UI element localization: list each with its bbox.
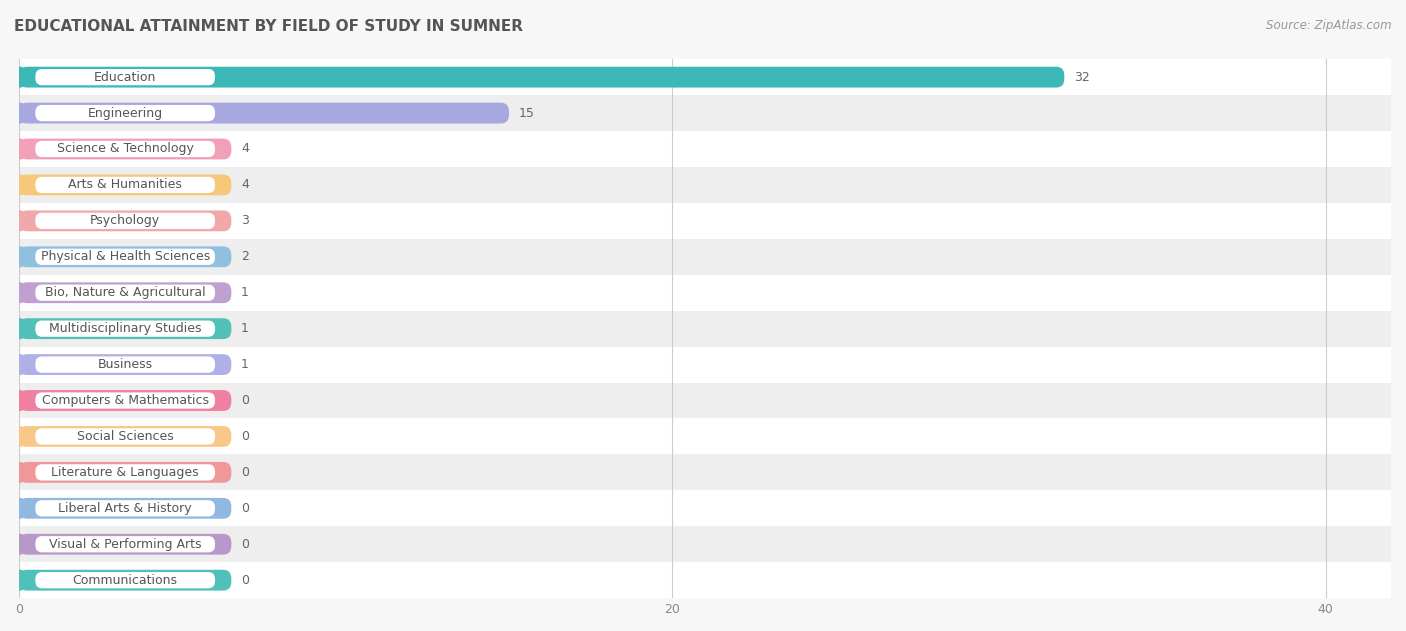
Circle shape (10, 319, 28, 339)
Text: 0: 0 (242, 430, 249, 443)
Bar (20, 167, 1391, 203)
Text: Source: ZipAtlas.com: Source: ZipAtlas.com (1267, 19, 1392, 32)
Bar (20, 526, 1391, 562)
Text: Multidisciplinary Studies: Multidisciplinary Studies (49, 322, 201, 335)
Circle shape (10, 463, 28, 482)
Text: 0: 0 (242, 394, 249, 407)
Text: 0: 0 (242, 574, 249, 587)
Circle shape (10, 498, 28, 518)
Text: 0: 0 (242, 502, 249, 515)
Text: 0: 0 (242, 538, 249, 551)
FancyBboxPatch shape (35, 357, 215, 373)
FancyBboxPatch shape (20, 426, 232, 447)
Circle shape (10, 534, 28, 554)
FancyBboxPatch shape (35, 213, 215, 229)
Text: Psychology: Psychology (90, 215, 160, 227)
Text: Physical & Health Sciences: Physical & Health Sciences (41, 251, 209, 263)
FancyBboxPatch shape (35, 69, 215, 85)
Bar (20, 490, 1391, 526)
Text: Education: Education (94, 71, 156, 84)
FancyBboxPatch shape (20, 534, 232, 555)
Bar (20, 418, 1391, 454)
Text: Social Sciences: Social Sciences (77, 430, 173, 443)
FancyBboxPatch shape (20, 246, 232, 267)
FancyBboxPatch shape (35, 500, 215, 516)
Circle shape (10, 247, 28, 267)
Bar (20, 95, 1391, 131)
FancyBboxPatch shape (20, 67, 1064, 88)
Bar (20, 203, 1391, 239)
FancyBboxPatch shape (20, 318, 232, 339)
Text: 1: 1 (242, 358, 249, 371)
Text: 32: 32 (1074, 71, 1090, 84)
Circle shape (10, 139, 28, 159)
Circle shape (10, 103, 28, 123)
Text: 4: 4 (242, 143, 249, 155)
Bar (20, 346, 1391, 382)
FancyBboxPatch shape (35, 141, 215, 157)
Circle shape (10, 570, 28, 590)
Bar (20, 454, 1391, 490)
FancyBboxPatch shape (20, 354, 232, 375)
Bar (20, 239, 1391, 274)
FancyBboxPatch shape (20, 462, 232, 483)
Text: Computers & Mathematics: Computers & Mathematics (42, 394, 208, 407)
Circle shape (10, 68, 28, 87)
Bar (20, 310, 1391, 346)
Circle shape (10, 283, 28, 303)
Text: 1: 1 (242, 322, 249, 335)
Circle shape (10, 391, 28, 410)
Text: Arts & Humanities: Arts & Humanities (69, 179, 183, 191)
FancyBboxPatch shape (35, 572, 215, 588)
Bar (20, 382, 1391, 418)
Bar (20, 274, 1391, 310)
Text: Literature & Languages: Literature & Languages (52, 466, 200, 479)
Text: Science & Technology: Science & Technology (56, 143, 194, 155)
FancyBboxPatch shape (20, 103, 509, 124)
FancyBboxPatch shape (35, 249, 215, 265)
Text: EDUCATIONAL ATTAINMENT BY FIELD OF STUDY IN SUMNER: EDUCATIONAL ATTAINMENT BY FIELD OF STUDY… (14, 19, 523, 34)
Bar (20, 59, 1391, 95)
Bar (20, 562, 1391, 598)
FancyBboxPatch shape (20, 139, 232, 160)
FancyBboxPatch shape (35, 105, 215, 121)
Text: 2: 2 (242, 251, 249, 263)
Text: Liberal Arts & History: Liberal Arts & History (59, 502, 193, 515)
Text: 3: 3 (242, 215, 249, 227)
FancyBboxPatch shape (35, 285, 215, 301)
FancyBboxPatch shape (20, 498, 232, 519)
Text: 1: 1 (242, 286, 249, 299)
FancyBboxPatch shape (35, 321, 215, 337)
Text: Business: Business (97, 358, 153, 371)
Text: 0: 0 (242, 466, 249, 479)
FancyBboxPatch shape (20, 211, 232, 232)
FancyBboxPatch shape (20, 570, 232, 591)
FancyBboxPatch shape (35, 392, 215, 409)
FancyBboxPatch shape (20, 175, 232, 196)
Circle shape (10, 355, 28, 374)
Text: Bio, Nature & Agricultural: Bio, Nature & Agricultural (45, 286, 205, 299)
FancyBboxPatch shape (20, 282, 232, 303)
FancyBboxPatch shape (35, 464, 215, 481)
Circle shape (10, 175, 28, 195)
Text: Communications: Communications (73, 574, 177, 587)
FancyBboxPatch shape (35, 536, 215, 552)
Circle shape (10, 427, 28, 446)
Circle shape (10, 211, 28, 231)
FancyBboxPatch shape (35, 428, 215, 445)
FancyBboxPatch shape (35, 177, 215, 193)
Text: 4: 4 (242, 179, 249, 191)
Text: Engineering: Engineering (87, 107, 163, 119)
FancyBboxPatch shape (20, 390, 232, 411)
Text: 15: 15 (519, 107, 534, 119)
Bar (20, 131, 1391, 167)
Text: Visual & Performing Arts: Visual & Performing Arts (49, 538, 201, 551)
